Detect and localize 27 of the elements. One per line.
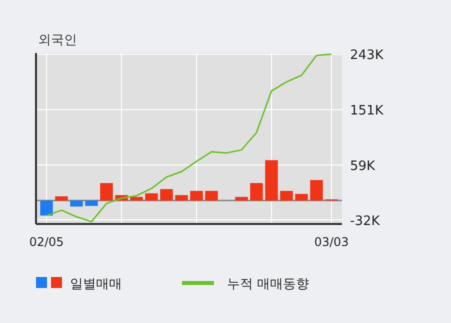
bar — [310, 180, 323, 201]
bar — [250, 183, 263, 201]
bar — [145, 193, 158, 201]
bar — [40, 200, 53, 216]
bar — [175, 195, 188, 201]
bar — [160, 189, 173, 201]
line-series — [46, 53, 332, 222]
legend-label: 일별매매 — [70, 277, 122, 292]
y-tick-label: 59K — [350, 158, 376, 174]
chart-title: 외국인 — [38, 33, 77, 48]
bar — [130, 196, 143, 201]
y-tick-label: -32K — [350, 214, 380, 229]
y-tick-label: 151K — [350, 104, 384, 119]
bar — [70, 200, 83, 207]
bar — [235, 196, 248, 201]
bar — [85, 200, 98, 206]
y-tick-label: 243K — [350, 48, 384, 64]
x-tick-label: 03/03 — [314, 235, 349, 249]
bar — [100, 183, 113, 201]
bar — [205, 190, 218, 201]
bar — [265, 160, 278, 201]
x-tick-label: 02/05 — [29, 235, 64, 249]
bar — [295, 194, 308, 201]
bar — [280, 190, 293, 201]
legend-label: 누적 매매동향 — [227, 277, 310, 292]
bar — [190, 190, 203, 201]
bar — [55, 196, 68, 201]
